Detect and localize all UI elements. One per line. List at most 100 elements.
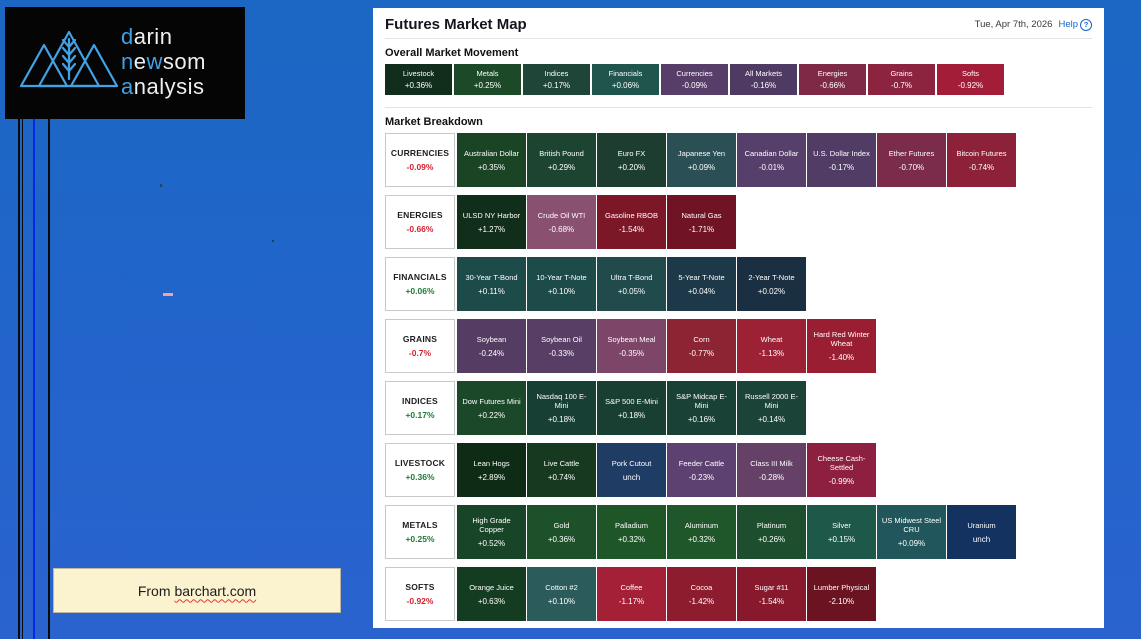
row-label-financials[interactable]: FINANCIALS +0.06%	[385, 257, 455, 311]
overall-tile-metals[interactable]: Metals +0.25%	[454, 64, 521, 95]
market-tile-gold[interactable]: Gold +0.36%	[527, 505, 596, 559]
market-tile-u-s-dollar-index[interactable]: U.S. Dollar Index -0.17%	[807, 133, 876, 187]
market-tile-high-grade-copper[interactable]: High Grade Copper +0.52%	[457, 505, 526, 559]
tile-name: Bitcoin Futures	[956, 148, 1007, 158]
market-tile-pork-cutout[interactable]: Pork Cutout unch	[597, 443, 666, 497]
market-tile-british-pound[interactable]: British Pound +0.29%	[527, 133, 596, 187]
market-tile-canadian-dollar[interactable]: Canadian Dollar -0.01%	[737, 133, 806, 187]
market-tile-ether-futures[interactable]: Ether Futures -0.70%	[877, 133, 946, 187]
overall-tile-energies[interactable]: Energies -0.66%	[799, 64, 866, 95]
row-label-currencies[interactable]: CURRENCIES -0.09%	[385, 133, 455, 187]
market-tile-aluminum[interactable]: Aluminum +0.32%	[667, 505, 736, 559]
market-tile-wheat[interactable]: Wheat -1.13%	[737, 319, 806, 373]
market-tile-russell-2000-e-mini[interactable]: Russell 2000 E-Mini +0.14%	[737, 381, 806, 435]
market-tile-s-p-midcap-e-mini[interactable]: S&P Midcap E-Mini +0.16%	[667, 381, 736, 435]
tile-change: +0.10%	[547, 286, 576, 296]
market-tile-lean-hogs[interactable]: Lean Hogs +2.89%	[457, 443, 526, 497]
market-tile-nasdaq-100-e-mini[interactable]: Nasdaq 100 E-Mini +0.18%	[527, 381, 596, 435]
market-tile-dow-futures-mini[interactable]: Dow Futures Mini +0.22%	[457, 381, 526, 435]
header-divider	[385, 38, 1092, 39]
market-tile-corn[interactable]: Corn -0.77%	[667, 319, 736, 373]
tile-name: Currencies	[676, 69, 713, 78]
row-label-livestock[interactable]: LIVESTOCK +0.36%	[385, 443, 455, 497]
help-link[interactable]: Help ?	[1058, 18, 1092, 31]
row-category-name: FINANCIALS	[393, 272, 447, 282]
overall-tile-grains[interactable]: Grains -0.7%	[868, 64, 935, 95]
tile-change: +0.09%	[687, 162, 716, 172]
barchart-link[interactable]: barchart.com	[174, 582, 257, 599]
tile-name: 30-Year T-Bond	[465, 272, 518, 282]
tile-change: -0.68%	[548, 224, 575, 234]
tile-name: Ether Futures	[888, 148, 935, 158]
tile-name: ULSD NY Harbor	[462, 210, 521, 220]
row-label-softs[interactable]: SOFTS -0.92%	[385, 567, 455, 621]
market-tile-s-p-500-e-mini[interactable]: S&P 500 E-Mini +0.18%	[597, 381, 666, 435]
market-tile-japanese-yen[interactable]: Japanese Yen +0.09%	[667, 133, 736, 187]
market-tile-platinum[interactable]: Platinum +0.26%	[737, 505, 806, 559]
tile-change: +0.29%	[547, 162, 576, 172]
market-tile-bitcoin-futures[interactable]: Bitcoin Futures -0.74%	[947, 133, 1016, 187]
market-tile-ulsd-ny-harbor[interactable]: ULSD NY Harbor +1.27%	[457, 195, 526, 249]
overall-tile-currencies[interactable]: Currencies -0.09%	[661, 64, 728, 95]
market-tile-us-midwest-steel-cru[interactable]: US Midwest Steel CRU +0.09%	[877, 505, 946, 559]
overall-tile-all-markets[interactable]: All Markets -0.16%	[730, 64, 797, 95]
tile-change: +0.17%	[542, 81, 571, 90]
row-label-indices[interactable]: INDICES +0.17%	[385, 381, 455, 435]
market-tile-palladium[interactable]: Palladium +0.32%	[597, 505, 666, 559]
tile-change: -0.09%	[681, 81, 708, 90]
market-tile-sugar-11[interactable]: Sugar #11 -1.54%	[737, 567, 806, 621]
row-label-metals[interactable]: METALS +0.25%	[385, 505, 455, 559]
breakdown-rows: CURRENCIES -0.09% Australian Dollar +0.35% B…	[385, 133, 1092, 621]
market-tile-orange-juice[interactable]: Orange Juice +0.63%	[457, 567, 526, 621]
help-question-icon[interactable]: ?	[1080, 18, 1092, 31]
market-tile-lumber-physical[interactable]: Lumber Physical -2.10%	[807, 567, 876, 621]
market-tile-cheese-cash-settled[interactable]: Cheese Cash-Settled -0.99%	[807, 443, 876, 497]
market-tile-australian-dollar[interactable]: Australian Dollar +0.35%	[457, 133, 526, 187]
tile-name: Grains	[890, 69, 913, 78]
market-tile-cotton-2[interactable]: Cotton #2 +0.10%	[527, 567, 596, 621]
tile-name: Orange Juice	[469, 582, 514, 592]
market-row-indices: INDICES +0.17% Dow Futures Mini +0.22% Nasda…	[385, 381, 1092, 435]
tile-change: -1.40%	[828, 353, 855, 362]
market-tile-natural-gas[interactable]: Natural Gas -1.71%	[667, 195, 736, 249]
overall-tile-financials[interactable]: Financials +0.06%	[592, 64, 659, 95]
row-label-energies[interactable]: ENERGIES -0.66%	[385, 195, 455, 249]
panel-meta: Tue, Apr 7th, 2026 Help ?	[975, 18, 1092, 31]
market-tile-soybean[interactable]: Soybean -0.24%	[457, 319, 526, 373]
help-label: Help	[1058, 19, 1078, 30]
tile-name: Silver	[832, 520, 851, 530]
market-tile-live-cattle[interactable]: Live Cattle +0.74%	[527, 443, 596, 497]
tile-change: +0.63%	[477, 596, 506, 606]
row-category-name: ENERGIES	[397, 210, 443, 220]
tile-name: Natural Gas	[681, 210, 722, 220]
tile-change: +0.02%	[757, 286, 786, 296]
market-tile-euro-fx[interactable]: Euro FX +0.20%	[597, 133, 666, 187]
overall-tile-livestock[interactable]: Livestock +0.36%	[385, 64, 452, 95]
logo-line: newsom	[121, 49, 206, 74]
market-tile-5-year-t-note[interactable]: 5-Year T-Note +0.04%	[667, 257, 736, 311]
overall-tile-indices[interactable]: Indices +0.17%	[523, 64, 590, 95]
market-tile-ultra-t-bond[interactable]: Ultra T-Bond +0.05%	[597, 257, 666, 311]
market-tile-coffee[interactable]: Coffee -1.17%	[597, 567, 666, 621]
market-tile-10-year-t-note[interactable]: 10-Year T-Note +0.10%	[527, 257, 596, 311]
market-tile-gasoline-rbob[interactable]: Gasoline RBOB -1.54%	[597, 195, 666, 249]
market-tile-30-year-t-bond[interactable]: 30-Year T-Bond +0.11%	[457, 257, 526, 311]
market-tile-feeder-cattle[interactable]: Feeder Cattle -0.23%	[667, 443, 736, 497]
row-label-grains[interactable]: GRAINS -0.7%	[385, 319, 455, 373]
market-tile-uranium[interactable]: Uranium unch	[947, 505, 1016, 559]
tile-name: Gold	[553, 520, 570, 530]
market-tile-cocoa[interactable]: Cocoa -1.42%	[667, 567, 736, 621]
tile-name: Cheese Cash-Settled	[817, 454, 866, 472]
market-tile-soybean-oil[interactable]: Soybean Oil -0.33%	[527, 319, 596, 373]
overall-tile-softs[interactable]: Softs -0.92%	[937, 64, 1004, 95]
market-tile-class-iii-milk[interactable]: Class III Milk -0.28%	[737, 443, 806, 497]
market-tile-crude-oil-wti[interactable]: Crude Oil WTI -0.68%	[527, 195, 596, 249]
market-tile-hard-red-winter-wheat[interactable]: Hard Red Winter Wheat -1.40%	[807, 319, 876, 373]
logo-letter-segment: a	[121, 74, 134, 99]
market-tile-2-year-t-note[interactable]: 2-Year T-Note +0.02%	[737, 257, 806, 311]
market-tile-soybean-meal[interactable]: Soybean Meal -0.35%	[597, 319, 666, 373]
row-category-name: INDICES	[402, 396, 438, 406]
tile-change: -0.24%	[478, 348, 505, 358]
logo-line: analysis	[121, 74, 206, 99]
market-tile-silver[interactable]: Silver +0.15%	[807, 505, 876, 559]
